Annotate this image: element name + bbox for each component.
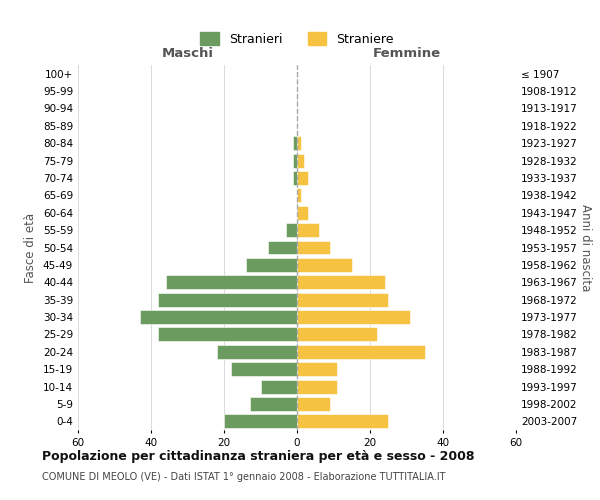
Bar	[260, 380, 297, 394]
Bar	[297, 171, 308, 185]
Bar	[297, 380, 337, 394]
Bar	[286, 223, 297, 237]
Bar	[140, 310, 297, 324]
Bar	[297, 414, 388, 428]
Text: Popolazione per cittadinanza straniera per età e sesso - 2008: Popolazione per cittadinanza straniera p…	[42, 450, 475, 463]
Bar	[166, 276, 297, 289]
Bar	[224, 414, 297, 428]
Bar	[297, 188, 301, 202]
Bar	[297, 223, 319, 237]
Bar	[158, 328, 297, 342]
Bar	[268, 240, 297, 254]
Bar	[293, 136, 297, 150]
Bar	[232, 362, 297, 376]
Text: Femmine: Femmine	[373, 47, 440, 60]
Bar	[293, 154, 297, 168]
Bar	[158, 292, 297, 306]
Y-axis label: Anni di nascita: Anni di nascita	[578, 204, 592, 291]
Bar	[297, 292, 388, 306]
Text: Maschi: Maschi	[161, 47, 214, 60]
Bar	[297, 345, 425, 358]
Bar	[297, 276, 385, 289]
Bar	[293, 171, 297, 185]
Bar	[297, 206, 308, 220]
Bar	[250, 397, 297, 411]
Bar	[297, 310, 410, 324]
Bar	[297, 258, 352, 272]
Text: COMUNE DI MEOLO (VE) - Dati ISTAT 1° gennaio 2008 - Elaborazione TUTTITALIA.IT: COMUNE DI MEOLO (VE) - Dati ISTAT 1° gen…	[42, 472, 445, 482]
Bar	[297, 136, 301, 150]
Bar	[297, 362, 337, 376]
Bar	[297, 397, 330, 411]
Y-axis label: Fasce di età: Fasce di età	[25, 212, 37, 282]
Legend: Stranieri, Straniere: Stranieri, Straniere	[195, 28, 399, 51]
Bar	[246, 258, 297, 272]
Bar	[217, 345, 297, 358]
Bar	[297, 240, 330, 254]
Bar	[297, 154, 304, 168]
Bar	[297, 328, 377, 342]
